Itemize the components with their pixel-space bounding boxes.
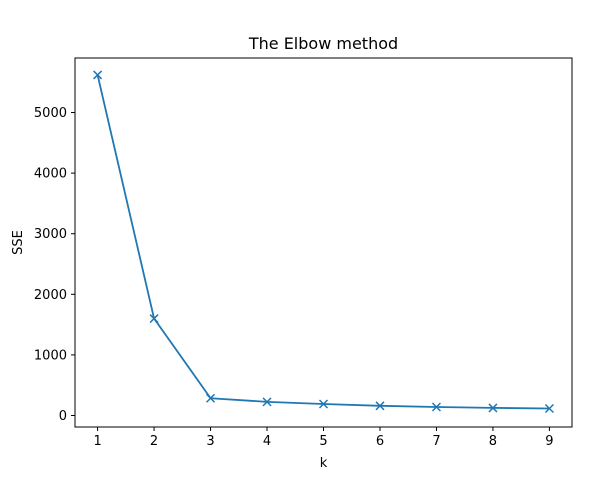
- x-axis: 1 2 3 4 5 6 7 8 9: [93, 427, 554, 449]
- plot-frame: [74, 57, 573, 428]
- y-tick-label: 4000: [34, 167, 67, 182]
- x-tick-label: 1: [93, 434, 101, 449]
- x-tick-label: 3: [206, 434, 214, 449]
- y-tick-label: 2000: [34, 288, 67, 303]
- x-tick-label: 7: [432, 434, 440, 449]
- series-line: [96, 74, 551, 410]
- y-tick-label: 3000: [34, 227, 67, 242]
- x-tick-label: 6: [376, 434, 384, 449]
- data-point-marker: [488, 403, 498, 413]
- y-tick-label: 0: [59, 409, 67, 424]
- chart-title: The Elbow method: [248, 34, 398, 53]
- x-axis-label: k: [320, 456, 328, 471]
- y-axis-label: SSE: [11, 230, 26, 255]
- data-point-marker: [544, 403, 554, 414]
- x-tick-label: 9: [545, 434, 553, 449]
- data-point-marker: [206, 393, 216, 403]
- data-point-marker: [431, 402, 441, 412]
- y-tick-label: 5000: [34, 106, 67, 121]
- data-point-marker: [318, 399, 329, 409]
- x-tick-label: 5: [319, 434, 327, 449]
- plot-content: [93, 70, 554, 414]
- x-tick-label: 2: [150, 434, 158, 449]
- data-point-marker: [149, 314, 159, 324]
- data-point-marker: [262, 397, 272, 407]
- data-point-marker: [375, 401, 385, 411]
- y-axis: 0 1000 2000 3000 4000 5000: [34, 106, 75, 424]
- x-tick-label: 8: [489, 434, 497, 449]
- y-tick-label: 1000: [34, 348, 67, 363]
- data-point-marker: [93, 70, 103, 80]
- x-tick-label: 4: [263, 434, 271, 449]
